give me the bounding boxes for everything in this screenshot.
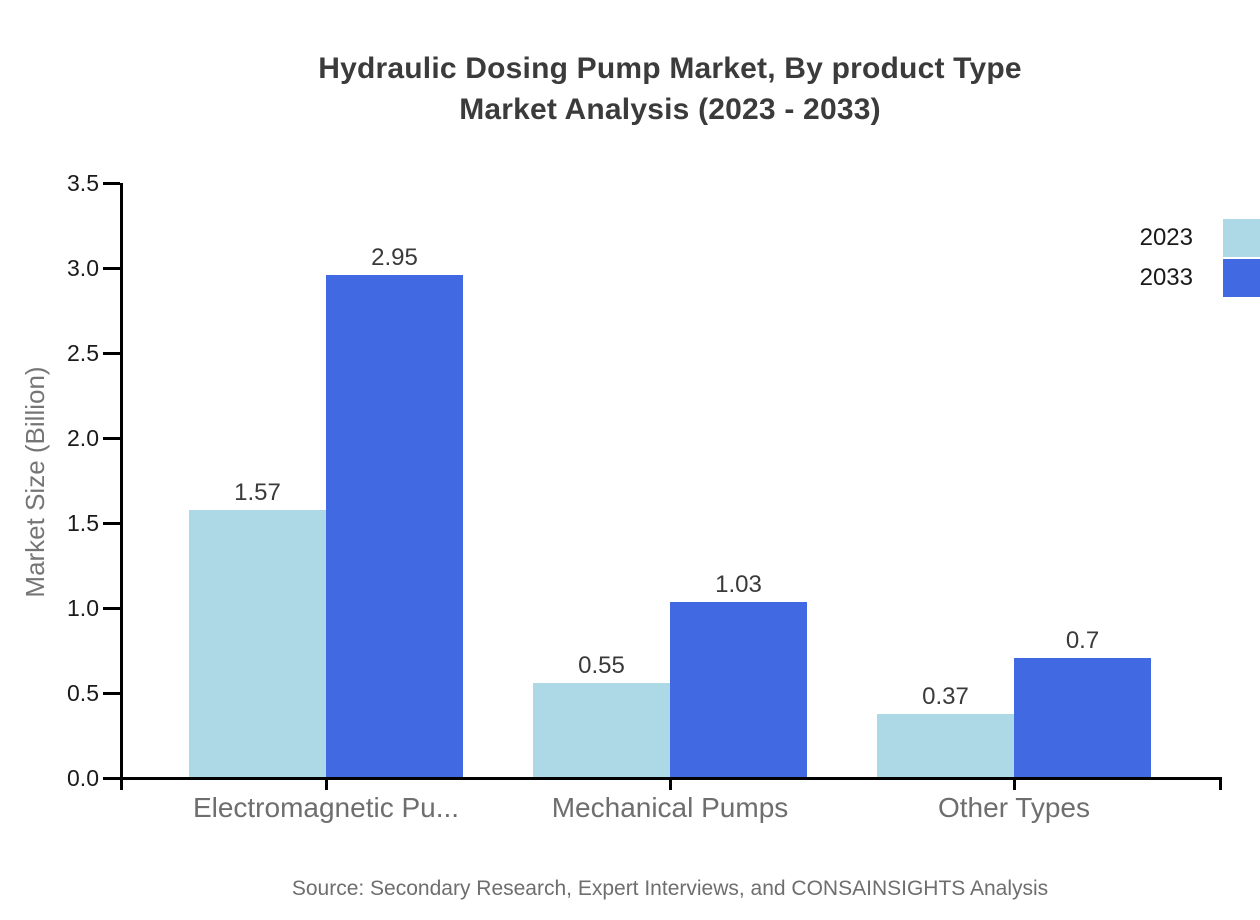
y-axis-line: [120, 183, 123, 790]
y-tick-label: 2.5: [67, 340, 99, 366]
y-tick-label: 2.0: [67, 425, 99, 451]
x-category-label-mechanical-pumps: Mechanical Pumps: [551, 792, 789, 823]
y-tick-label: 0.5: [67, 680, 99, 706]
chart-title: Hydraulic Dosing Pump Market, By product…: [80, 48, 1260, 130]
chart-title-line2: Market Analysis (2023 - 2033): [459, 93, 881, 126]
legend-label-2033: 2033: [1139, 264, 1193, 291]
y-axis-title: Market Size (Billion): [20, 366, 50, 598]
x-tick-electromagnetic-pu: [324, 777, 328, 790]
y-tick-label: 1.5: [67, 510, 99, 536]
x-category-label-electromagnetic-pu: Electromagnetic Pu...: [192, 792, 460, 823]
x-axis-end-tick: [1219, 777, 1222, 790]
x-tick-mechanical-pumps: [668, 777, 672, 790]
y-tick-label: 3.5: [67, 170, 99, 196]
y-tick-label: 0.0: [67, 765, 99, 791]
y-tick: [103, 777, 120, 780]
y-tick: [103, 182, 120, 185]
value-label-2023-mechanical-pumps: 0.55: [578, 652, 625, 679]
source-note: Source: Secondary Research, Expert Inter…: [291, 877, 1049, 900]
value-label-2033-mechanical-pumps: 1.03: [715, 571, 762, 598]
x-category-label-other-types: Other Types: [937, 792, 1090, 823]
chart-title-line1: Hydraulic Dosing Pump Market, By product…: [318, 52, 1022, 85]
bar-2023-other-types: [877, 714, 1014, 777]
y-tick: [103, 352, 120, 355]
legend-swatch-2023: [1223, 219, 1260, 257]
y-tick: [103, 607, 120, 610]
value-label-2033-other-types: 0.7: [1065, 627, 1100, 654]
x-tick-other-types: [1012, 777, 1016, 790]
y-tick-label: 3.0: [67, 255, 99, 281]
y-tick: [103, 437, 120, 440]
legend-label-2023: 2023: [1139, 224, 1193, 251]
bar-2033-mechanical-pumps: [670, 602, 807, 777]
bar-2023-electromagnetic-pu: [189, 510, 326, 777]
y-tick: [103, 692, 120, 695]
y-tick: [103, 267, 120, 270]
legend-swatch-2033: [1223, 259, 1260, 297]
value-label-2023-other-types: 0.37: [922, 683, 969, 710]
bar-2033-electromagnetic-pu: [326, 275, 463, 777]
bar-2033-other-types: [1014, 658, 1151, 777]
y-tick: [103, 522, 120, 525]
value-label-2033-electromagnetic-pu: 2.95: [371, 244, 418, 271]
bar-2023-mechanical-pumps: [533, 683, 670, 777]
value-label-2023-electromagnetic-pu: 1.57: [234, 479, 281, 506]
y-tick-label: 1.0: [67, 595, 99, 621]
